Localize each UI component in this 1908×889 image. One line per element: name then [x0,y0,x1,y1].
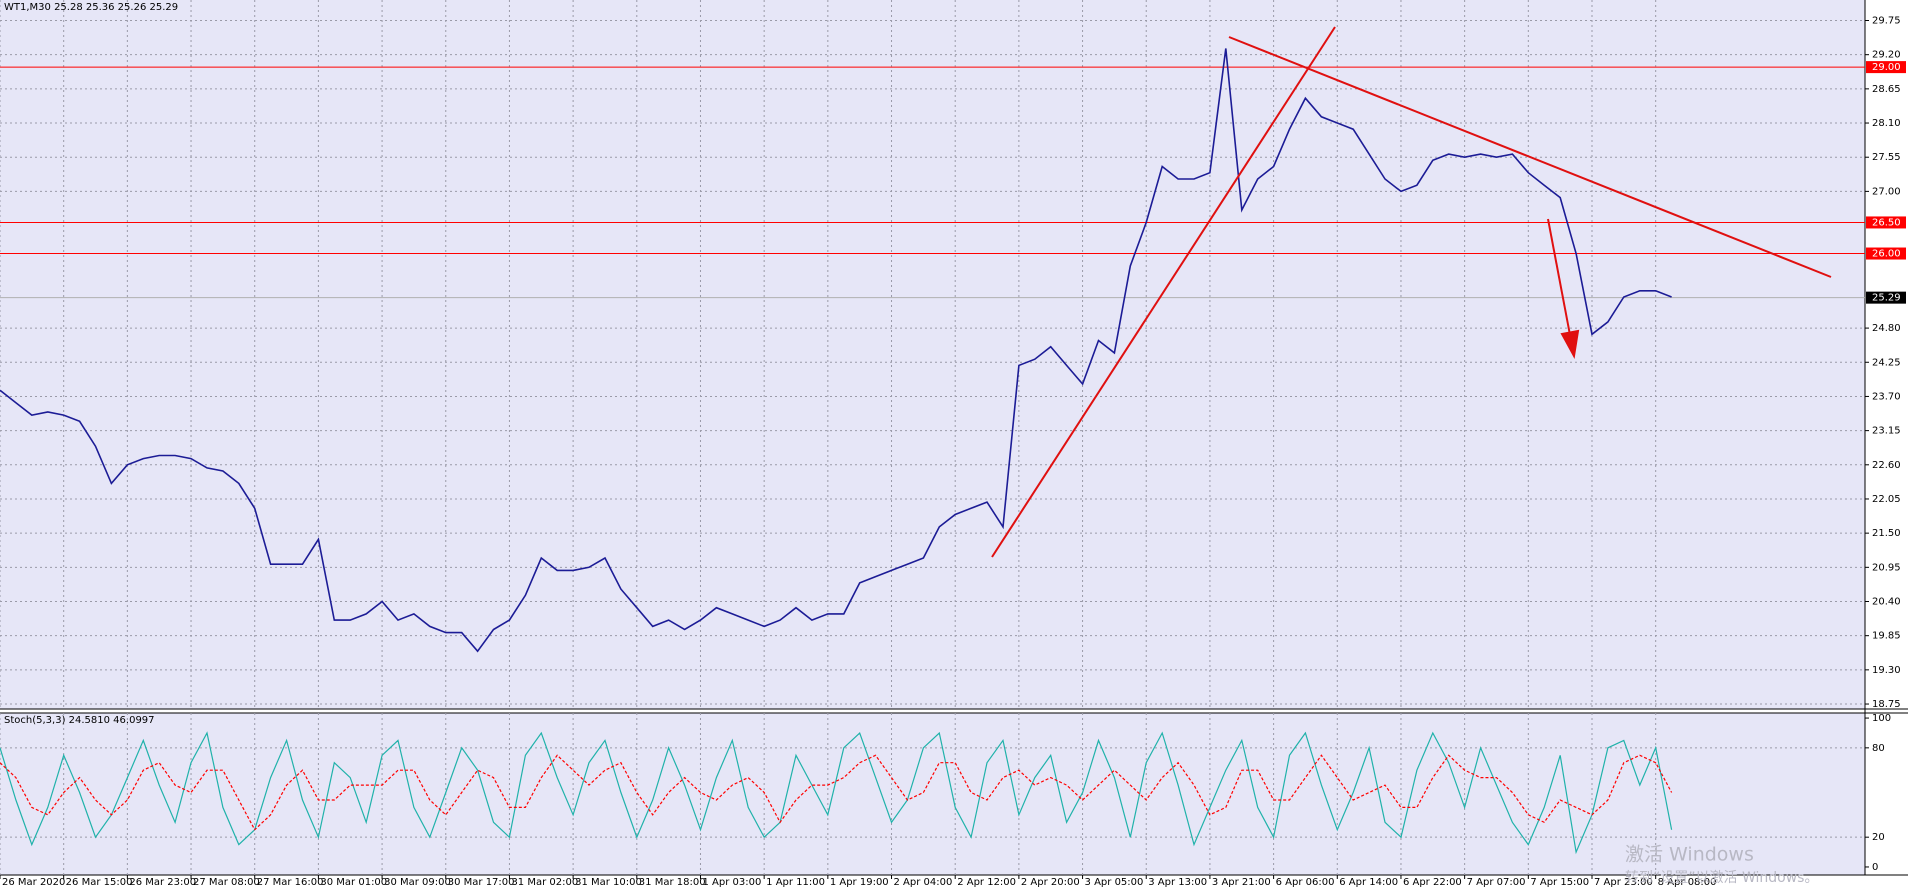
x-tick-label: 6 Apr 14:00 [1339,877,1398,888]
x-tick-label: 1 Apr 19:00 [830,877,889,888]
x-tick-label: 2 Apr 12:00 [957,877,1016,888]
y-tick-label: 23.70 [1872,391,1901,402]
y-tick-label: 22.60 [1872,460,1901,471]
x-tick-label: 3 Apr 05:00 [1085,877,1144,888]
arrow-head [1560,329,1580,360]
x-tick-label: 6 Apr 22:00 [1403,877,1462,888]
x-tick-label: 26 Mar 23:00 [129,877,196,888]
price-line [0,48,1672,653]
x-tick-label: 31 Mar 18:00 [639,877,706,888]
x-tick-label: 7 Apr 07:00 [1467,877,1526,888]
arrow-line [1547,218,1571,336]
last-price-bg [1866,291,1906,304]
x-tick-label: 30 Mar 17:00 [448,877,515,888]
watermark: 激活 Windows [1625,844,1754,866]
level-label: 26.00 [1872,249,1901,260]
y-tick-label: 20 [1872,832,1885,843]
trendline [1228,36,1832,278]
y-tick-label: 20.95 [1872,562,1901,573]
main-panel [0,0,1865,709]
y-tick-label: 27.00 [1872,186,1901,197]
x-tick-label: 26 Mar 2020 [2,877,65,888]
trendline [991,26,1336,558]
y-tick-label: 27.55 [1872,152,1901,163]
level-label-bg [1866,216,1906,229]
x-tick-label: 1 Apr 03:00 [702,877,761,888]
x-tick-label: 7 Apr 15:00 [1530,877,1589,888]
y-tick-label: 21.50 [1872,528,1901,539]
x-tick-label: 31 Mar 10:00 [575,877,642,888]
watermark: 转到“设置”以激活 Windows。 [1625,869,1818,886]
y-tick-label: 20.40 [1872,597,1901,608]
stoch-title: Stoch(5,3,3) 24.5810 46.0997 [4,715,155,726]
level-label: 29.00 [1872,62,1901,73]
x-tick-label: 30 Mar 09:00 [384,877,451,888]
y-tick-label: 29.20 [1872,50,1901,61]
y-tick-label: 28.10 [1872,118,1901,129]
x-tick-label: 7 Apr 23:00 [1594,877,1653,888]
x-tick-label: 3 Apr 21:00 [1212,877,1271,888]
x-tick-label: 27 Mar 08:00 [193,877,260,888]
x-tick-label: 30 Mar 01:00 [320,877,387,888]
x-tick-label: 8 Apr 08:00 [1658,877,1717,888]
x-tick-label: 31 Mar 02:00 [511,877,578,888]
y-tick-label: 23.15 [1872,426,1901,437]
y-tick-label: 24.25 [1872,357,1901,368]
stoch-panel [0,713,1865,875]
trendlines [991,26,1832,558]
x-tick-label: 3 Apr 13:00 [1148,877,1207,888]
stoch-line [0,731,1673,855]
x-tick-label: 27 Mar 16:00 [257,877,324,888]
y-tick-label: 28.65 [1872,84,1901,95]
level-label: 26.50 [1872,217,1901,228]
chart-title: WT1,M30 25.28 25.36 25.26 25.29 [4,2,178,13]
y-tick-label: 19.85 [1872,631,1901,642]
y-tick-label: 22.05 [1872,494,1901,505]
x-tick-label: 1 Apr 11:00 [766,877,825,888]
level-label-bg [1866,247,1906,260]
last-price-label: 25.29 [1872,293,1901,304]
y-tick-label: 24.80 [1872,323,1901,334]
y-tick-label: 19.30 [1872,665,1901,676]
y-tick-label: 100 [1872,713,1891,724]
x-tick-label: 6 Apr 06:00 [1276,877,1335,888]
x-tick-label: 26 Mar 15:00 [66,877,133,888]
y-tick-label: 18.75 [1872,699,1901,710]
x-tick-label: 2 Apr 20:00 [1021,877,1080,888]
level-label-bg [1866,61,1906,74]
y-tick-label: 29.75 [1872,16,1901,27]
x-tick-label: 2 Apr 04:00 [894,877,953,888]
y-tick-label: 0 [1872,862,1878,873]
y-tick-label: 80 [1872,743,1885,754]
